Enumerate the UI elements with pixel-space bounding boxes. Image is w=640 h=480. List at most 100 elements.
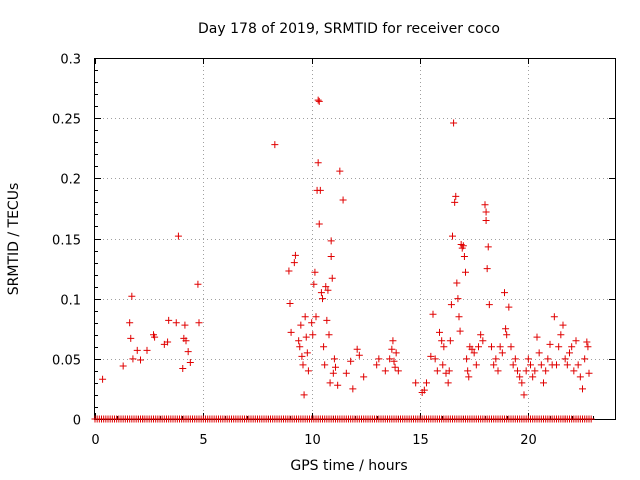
data-point xyxy=(477,331,485,339)
data-point xyxy=(456,327,464,335)
data-point xyxy=(394,367,402,375)
data-point xyxy=(126,319,134,327)
data-point xyxy=(143,346,151,354)
data-point xyxy=(553,361,560,369)
data-point xyxy=(310,280,318,288)
data-point xyxy=(576,373,584,381)
data-point xyxy=(482,216,490,224)
data-point xyxy=(520,391,528,399)
data-point xyxy=(527,361,534,369)
data-point xyxy=(550,313,558,321)
data-point xyxy=(373,361,381,369)
y-tick-label: 0.05 xyxy=(52,354,81,369)
data-point xyxy=(566,349,573,357)
data-point xyxy=(127,334,135,342)
data-point xyxy=(137,356,144,364)
data-point xyxy=(468,345,476,353)
data-point xyxy=(299,361,307,369)
data-point xyxy=(585,369,593,377)
data-point xyxy=(195,319,203,327)
data-point xyxy=(319,295,326,303)
data-point xyxy=(516,373,524,381)
data-point xyxy=(494,367,502,375)
data-point xyxy=(498,349,506,357)
x-tick-label: 5 xyxy=(199,433,207,448)
data-point xyxy=(388,345,396,353)
data-point xyxy=(574,361,582,369)
data-point xyxy=(314,159,322,167)
data-point xyxy=(181,321,189,329)
data-point xyxy=(321,361,329,369)
data-point xyxy=(533,333,541,341)
chart-title: Day 178 of 2019, SRMTID for receiver coc… xyxy=(198,21,500,37)
data-point xyxy=(509,361,517,369)
data-point xyxy=(563,361,571,369)
data-point xyxy=(464,367,472,375)
data-point xyxy=(439,361,447,369)
data-point xyxy=(438,337,446,345)
data-point xyxy=(561,415,569,423)
data-point xyxy=(568,343,576,351)
data-point xyxy=(584,343,592,351)
data-point xyxy=(186,358,194,366)
data-point xyxy=(325,331,333,339)
data-point xyxy=(347,357,355,365)
data-point xyxy=(312,313,320,321)
data-point xyxy=(309,331,317,339)
data-point xyxy=(542,367,550,375)
data-point xyxy=(502,325,510,333)
y-tick-label: 0.3 xyxy=(60,53,81,68)
data-point xyxy=(481,201,489,209)
data-point xyxy=(375,355,383,363)
data-point xyxy=(129,355,137,363)
data-point xyxy=(320,343,328,351)
data-point xyxy=(484,243,492,251)
data-point xyxy=(544,355,552,363)
data-point xyxy=(472,361,480,369)
data-point xyxy=(165,316,173,324)
data-point xyxy=(314,96,322,104)
data-point xyxy=(579,385,586,393)
data-point xyxy=(364,415,372,423)
data-point xyxy=(460,253,468,261)
data-point xyxy=(287,328,295,336)
data-point xyxy=(184,348,192,356)
data-point xyxy=(412,379,420,387)
data-point xyxy=(501,289,508,297)
data-point xyxy=(447,301,455,309)
data-point xyxy=(505,303,513,311)
data-point xyxy=(391,363,399,371)
data-point xyxy=(455,313,463,321)
data-point xyxy=(392,349,400,357)
data-point xyxy=(463,355,471,363)
data-point xyxy=(449,232,456,240)
data-point xyxy=(485,301,493,309)
x-axis-label: GPS time / hours xyxy=(290,458,407,474)
data-point xyxy=(316,186,324,194)
data-point xyxy=(194,280,202,288)
data-point xyxy=(298,352,306,360)
data-point xyxy=(518,379,526,387)
data-point xyxy=(317,289,325,297)
data-points xyxy=(91,96,595,423)
data-point xyxy=(336,167,344,175)
y-tick-label: 0.15 xyxy=(52,234,81,249)
data-point xyxy=(304,367,312,375)
data-point xyxy=(427,352,435,360)
data-point xyxy=(353,345,361,353)
data-point xyxy=(465,373,473,381)
data-point xyxy=(172,319,180,327)
data-point xyxy=(570,367,578,375)
data-point xyxy=(334,381,342,389)
data-point xyxy=(488,343,495,351)
data-point xyxy=(440,343,448,351)
data-point xyxy=(327,237,335,245)
y-tick-label: 0.25 xyxy=(52,113,81,128)
x-tick-label: 15 xyxy=(412,433,429,448)
data-point xyxy=(390,357,398,365)
data-point xyxy=(490,361,498,369)
data-point xyxy=(164,338,172,346)
data-point xyxy=(436,328,443,336)
data-point xyxy=(451,198,459,206)
